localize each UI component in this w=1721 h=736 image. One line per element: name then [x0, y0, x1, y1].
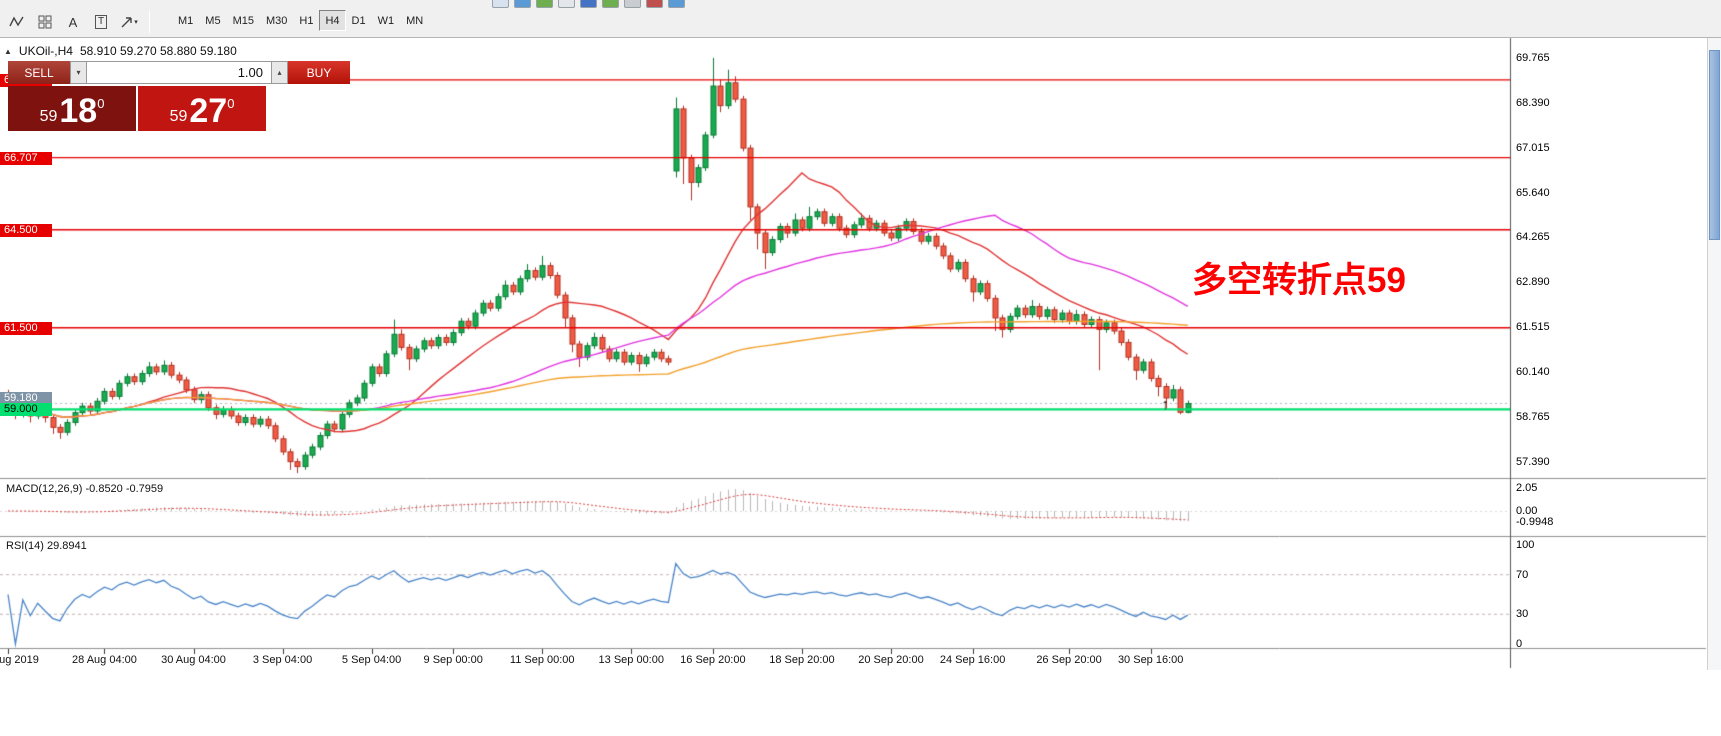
panel-separator-macd[interactable] [0, 477, 1706, 481]
unknown-toolbar-icon-5[interactable] [580, 0, 597, 8]
collapse-toggle-icon[interactable]: ▲ [4, 46, 12, 56]
ohlc-readout: 58.910 59.270 58.880 59.180 [79, 44, 237, 58]
volume-decrease-button[interactable]: ▾ [70, 61, 87, 84]
one-click-trading-widget: SELL ▾ ▴ BUY 59 18 0 59 27 0 [8, 61, 350, 131]
volume-input[interactable] [87, 61, 271, 84]
macd-values: -0.8520 -0.7959 [85, 483, 164, 495]
timeframe-button-m15[interactable]: M15 [232, 15, 254, 27]
toolbar-separator [149, 11, 150, 33]
text-tool-icon[interactable]: A [68, 14, 78, 30]
sell-price-panel[interactable]: 59 18 0 [8, 86, 136, 131]
rsi-panel-label: RSI(14) 29.8941 [6, 540, 87, 552]
rsi-value: 29.8941 [46, 540, 87, 552]
sell-price-frac: 0 [97, 96, 105, 111]
toolbar: A T ▾ M1 M5 M15 M30 H1 H4 D1 W1 MN [0, 0, 1721, 38]
symbol-title: UKOil-,H4 [18, 44, 73, 58]
text-label-tool-icon[interactable]: T [88, 10, 114, 34]
line-studies-icon[interactable] [4, 10, 30, 34]
timeframe-button-h1[interactable]: H1 [299, 15, 314, 27]
chevron-down-icon: ▾ [134, 19, 138, 26]
price-axis[interactable] [1511, 38, 1581, 668]
unknown-toolbar-icon-4[interactable] [558, 0, 575, 8]
unknown-toolbar-icon-9[interactable] [668, 0, 685, 8]
scrollbar-thumb[interactable] [1709, 50, 1720, 240]
macd-panel-label: MACD(12,26,9) -0.8520 -0.7959 [6, 483, 163, 495]
macd-title: MACD(12,26,9) [6, 483, 83, 495]
buy-price-panel[interactable]: 59 27 0 [138, 86, 266, 131]
timeframe-button-mn[interactable]: MN [406, 15, 424, 27]
unknown-toolbar-icon-7[interactable] [624, 0, 641, 8]
unknown-toolbar-icon-2[interactable] [514, 0, 531, 8]
sell-price-pips: 18 [59, 92, 98, 131]
grid-icon[interactable] [32, 10, 58, 34]
annotation-text: 多空转折点59 [1192, 261, 1406, 300]
sell-price-base: 59 [39, 108, 58, 126]
buy-price-pips: 27 [189, 92, 228, 131]
timeframe-button-m30[interactable]: M30 [265, 15, 288, 27]
unknown-toolbar-icon-1[interactable] [492, 0, 509, 8]
unknown-toolbar-icon-6[interactable] [602, 0, 619, 8]
line-studies-toolbar: A T ▾ [4, 10, 155, 34]
rsi-title: RSI(14) [6, 540, 44, 552]
volume-increase-button[interactable]: ▴ [271, 61, 288, 84]
buy-price-frac: 0 [227, 96, 235, 111]
unknown-toolbar-icon-3[interactable] [536, 0, 553, 8]
timeframes-toolbar: M1 M5 M15 M30 H1 H4 D1 W1 MN [172, 10, 429, 31]
sell-button[interactable]: SELL [8, 61, 70, 84]
timeframe-button-m5[interactable]: M5 [205, 15, 221, 27]
buy-price-base: 59 [169, 108, 188, 126]
arrow-tools-icon[interactable]: ▾ [116, 10, 142, 34]
unknown-toolbar-icon-8[interactable] [646, 0, 663, 8]
chart-header: ▲ UKOil-,H4 58.910 59.270 58.880 59.180 [4, 44, 237, 58]
buy-button[interactable]: BUY [288, 61, 350, 84]
time-axis[interactable] [0, 650, 1510, 672]
timeframe-button-d1[interactable]: D1 [351, 15, 366, 27]
clipped-toolbar-row [492, 0, 685, 9]
text-label-glyph: T [94, 15, 108, 29]
timeframe-button-h4[interactable]: H4 [319, 10, 346, 31]
panel-separator-rsi[interactable] [0, 535, 1706, 539]
timeframe-button-w1[interactable]: W1 [377, 15, 395, 27]
vertical-scrollbar[interactable] [1707, 38, 1721, 670]
timeframe-button-m1[interactable]: M1 [178, 15, 194, 27]
